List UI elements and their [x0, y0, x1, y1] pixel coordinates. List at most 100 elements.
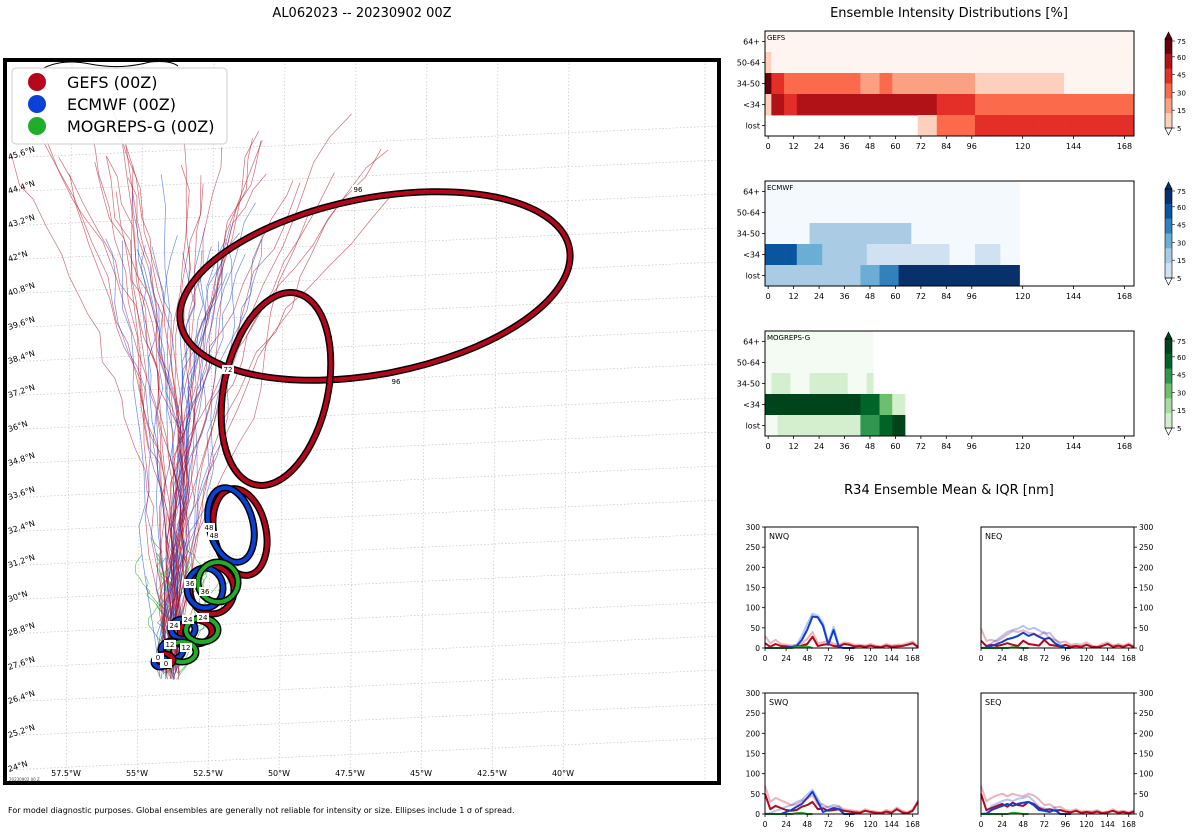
r34-ytick-label: 0 — [1139, 644, 1144, 653]
heatmap-cell — [1051, 115, 1059, 137]
ellipse-hour-label: 0 — [164, 660, 168, 668]
r34-xtick-label: 72 — [1040, 820, 1050, 829]
heatmap-cell — [828, 31, 836, 53]
heatmap-cell — [784, 52, 791, 74]
r34-ytick-label: 250 — [1139, 543, 1154, 552]
heatmap-cell — [828, 94, 836, 116]
heatmap-cell — [873, 52, 880, 74]
colorbar-segment — [1165, 413, 1172, 429]
heatmap-cell — [784, 223, 791, 245]
heatmap-cell — [1032, 94, 1039, 116]
heatmap-cell — [892, 52, 899, 74]
heatmap-cell — [885, 202, 893, 224]
r34-xtick-label: 144 — [1100, 820, 1115, 829]
heatmap-cell — [924, 94, 931, 116]
heatmap-xtick-label: 96 — [967, 292, 977, 301]
heatmap-cell — [765, 202, 772, 224]
heatmap-cell — [1006, 94, 1014, 116]
ensemble-track — [125, 144, 180, 662]
heatmap-cell — [866, 394, 874, 416]
r34-series-gefs — [980, 638, 1135, 649]
heatmap-cell — [815, 52, 823, 74]
r34-xtick-label: 72 — [824, 654, 834, 663]
heatmap-cell — [841, 415, 849, 437]
heatmap-cell — [994, 31, 1001, 53]
ellipse-hour-label: 48 — [210, 532, 219, 540]
heatmap-cell — [943, 181, 950, 203]
heatmap-cell — [1108, 52, 1116, 74]
heatmap-cell — [822, 415, 830, 437]
r34-ytick-label: 50 — [750, 790, 760, 799]
heatmap-cell — [898, 31, 906, 53]
heatmap-cell — [949, 244, 957, 266]
ensemble-track — [159, 180, 294, 679]
heatmap-xtick-label: 168 — [1117, 142, 1132, 151]
heatmap-cell — [873, 415, 880, 437]
heatmap-cell — [784, 373, 791, 395]
heatmap-cell — [936, 94, 944, 116]
map-legend: GEFS (00Z) ECMWF (00Z) MOGREPS-G (00Z) — [11, 67, 228, 145]
r34-ytick-label: 150 — [746, 750, 761, 759]
ellipse-label-bg — [180, 643, 192, 652]
heatmap-cell — [1006, 31, 1014, 53]
heatmap-cell — [873, 202, 880, 224]
heatmap-cell — [1006, 115, 1014, 137]
heatmap-cell — [828, 52, 836, 74]
heatmap-cell — [955, 31, 963, 53]
heatmap-cell — [1013, 202, 1020, 224]
heatmap-cell — [809, 373, 817, 395]
heatmap-cell — [803, 352, 810, 374]
heatmap-cell — [803, 265, 810, 287]
heatmap-cell — [784, 415, 791, 437]
heatmap-cell — [892, 31, 899, 53]
heatmap-cell — [765, 373, 772, 395]
heatmap-cell — [860, 373, 868, 395]
lon-label: 40°W — [552, 769, 574, 778]
heatmap-cell — [784, 73, 791, 95]
heatmap-cell — [1006, 181, 1014, 203]
heatmap-cell — [911, 94, 919, 116]
heatmap-cell — [771, 352, 779, 374]
heatmap-cell — [1006, 244, 1014, 266]
heatmap-cell — [1076, 94, 1084, 116]
heatmap-xtick-label: 120 — [1015, 142, 1030, 151]
heatmap-cell — [1032, 31, 1039, 53]
heatmap-cell — [994, 52, 1001, 74]
heatmap-cell — [943, 202, 950, 224]
heatmap-cell — [885, 415, 893, 437]
heatmap-cell — [981, 265, 989, 287]
r34-panel-background — [981, 693, 1134, 814]
heatmap-cell — [904, 181, 912, 203]
heatmap-cell — [1064, 115, 1071, 137]
colorbar-tick-label: 45 — [1177, 72, 1186, 80]
heatmap-cell — [911, 181, 919, 203]
r34-panel-swq: SWQ 0 24 48 72 96 120 144 168 0 50 100 150 200 250 300 — [746, 689, 920, 829]
r34-ytick-label: 0 — [755, 644, 760, 653]
heatmap-cell — [860, 394, 868, 416]
ensemble-tracks — [10, 99, 394, 680]
heatmap-xtick-label: 0 — [766, 142, 771, 151]
ellipse-label-bg — [197, 613, 209, 622]
ensemble-track — [170, 141, 262, 679]
r34-ytick-label: 300 — [746, 523, 761, 532]
heatmap-cell — [981, 244, 989, 266]
heatmap-xtick-label: 36 — [839, 292, 849, 301]
heatmap-cell — [777, 352, 785, 374]
heatmap-cell — [936, 181, 944, 203]
r34-xtick-label: 0 — [979, 820, 984, 829]
heatmap-cell — [1095, 31, 1103, 53]
heatmap-cell — [834, 331, 842, 353]
heatmap-cell — [892, 181, 899, 203]
heatmap-cell — [796, 394, 804, 416]
heatmap-cell — [898, 73, 906, 95]
colorbar-tick-label: 75 — [1177, 38, 1186, 46]
heatmap-cell — [834, 31, 842, 53]
heatmap-cell — [955, 181, 963, 203]
heatmap-xtick-label: 48 — [865, 142, 875, 151]
heatmap-cell — [898, 202, 906, 224]
heatmap-xtick-label: 12 — [789, 292, 799, 301]
r34-xtick-label: 96 — [1061, 654, 1071, 663]
heatmap-cell — [771, 331, 779, 353]
heatmap-cell — [1121, 52, 1129, 74]
